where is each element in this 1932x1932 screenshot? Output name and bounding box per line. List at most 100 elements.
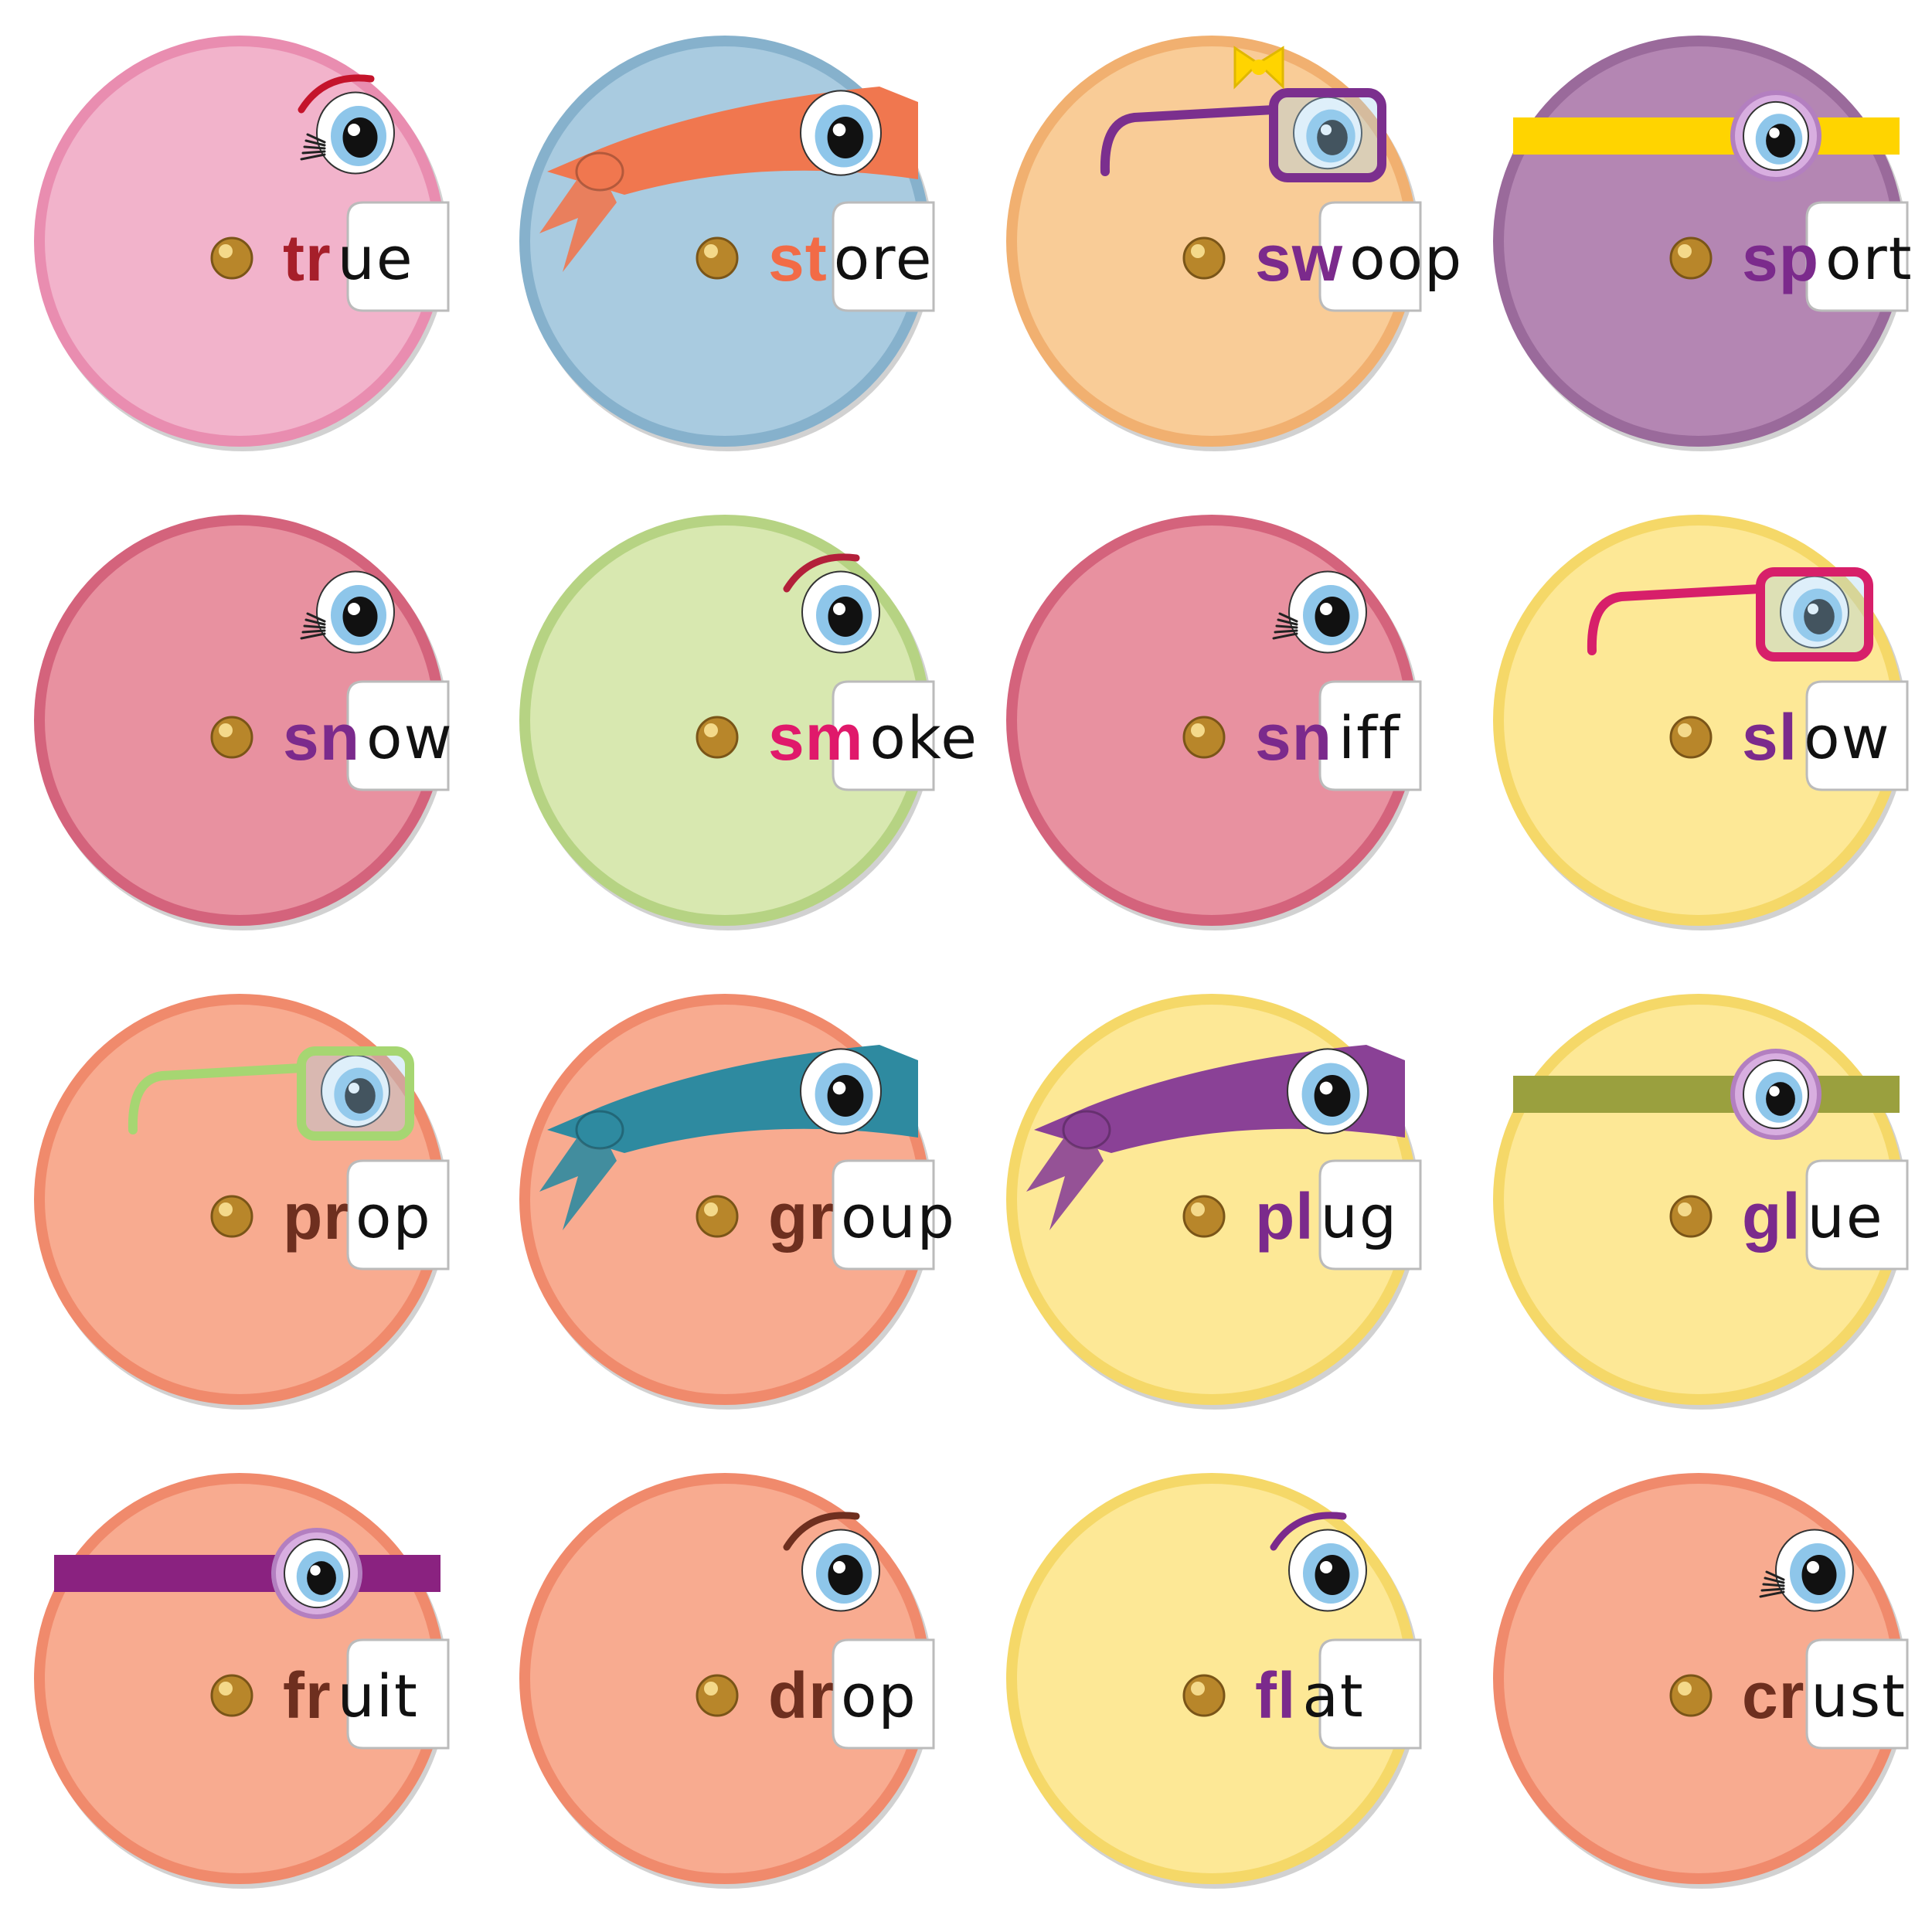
wheel-accessory: [298, 74, 395, 175]
blend-text: sl: [1742, 700, 1798, 774]
wheel-graphic: [519, 1473, 935, 1889]
eyelash: [303, 145, 326, 150]
blend-text: fl: [1255, 1658, 1297, 1732]
word-wheel-flat[interactable]: fl at: [1003, 1470, 1422, 1889]
wheel-graphic: [1493, 1473, 1909, 1889]
wheel-graphic: [1493, 994, 1909, 1410]
word-wheel-swoop[interactable]: sw oop: [1003, 32, 1461, 451]
wheel-graphic: [34, 515, 450, 930]
word-label: sp ort: [1742, 212, 1913, 304]
brad-pin-highlight: [1191, 723, 1205, 737]
wheel-graphic: [519, 36, 935, 451]
word-label: cr ust: [1742, 1649, 1906, 1742]
wheel-accessory: [1100, 46, 1386, 182]
bandana-knot: [575, 151, 624, 192]
word-wheel-snow[interactable]: sn ow: [31, 512, 452, 930]
eye-glint: [833, 603, 845, 615]
brad-pin-icon: [696, 1195, 739, 1238]
word-window: [832, 1159, 935, 1270]
word-wheel-plug[interactable]: pl ug: [1003, 991, 1422, 1410]
wheel-accessory: [783, 1512, 880, 1612]
word-label: sn iff: [1255, 691, 1401, 784]
word-wheel-true[interactable]: tr ue: [31, 32, 450, 451]
eyebrow: [783, 553, 860, 593]
glasses-frame: [297, 1046, 414, 1141]
brad-pin-icon: [210, 716, 253, 759]
wheel-graphic: [34, 1473, 450, 1889]
bow-icon: [1233, 46, 1284, 90]
pupil: [828, 1555, 863, 1595]
pupil: [1766, 1082, 1795, 1116]
wheel-graphic: [519, 515, 935, 930]
eyelash: [1764, 1577, 1785, 1584]
word-window: [1805, 1638, 1909, 1750]
blend-text: pl: [1255, 1179, 1315, 1253]
blend-text: sw: [1255, 221, 1344, 294]
word-window: [346, 1638, 450, 1750]
pupil: [1315, 597, 1350, 637]
word-window: [346, 1159, 450, 1270]
word-wheel-sport[interactable]: sp ort: [1490, 32, 1912, 451]
brad-pin-icon: [1182, 236, 1226, 280]
blend-text: gl: [1742, 1179, 1801, 1253]
pupil: [828, 597, 863, 637]
brad-pin-highlight: [1678, 723, 1692, 737]
brad-pin-highlight: [1191, 1202, 1205, 1216]
word-wheel-slow[interactable]: sl ow: [1490, 512, 1909, 930]
word-window: [346, 680, 450, 791]
word-wheel-glue[interactable]: gl ue: [1490, 991, 1909, 1410]
brad-pin-highlight: [1678, 1682, 1692, 1696]
pupil: [342, 117, 378, 158]
word-window: [832, 201, 935, 312]
word-label: st ore: [768, 212, 934, 304]
word-wheel-smoke[interactable]: sm oke: [516, 512, 977, 930]
pupil: [1766, 124, 1795, 158]
headband: [54, 1555, 440, 1592]
rime-text: ore: [833, 223, 934, 293]
headband: [1513, 117, 1900, 155]
word-wheel-crust[interactable]: cr ust: [1490, 1470, 1909, 1889]
word-wheel-store[interactable]: st ore: [516, 32, 935, 451]
brad-pin-highlight: [219, 723, 233, 737]
brad-pin-highlight: [1191, 244, 1205, 258]
glasses-arm: [1587, 584, 1765, 655]
glasses-arm: [1100, 105, 1278, 176]
brad-pin-icon: [696, 236, 739, 280]
word-label: sw oop: [1255, 212, 1463, 304]
rime-text: oup: [841, 1182, 956, 1251]
word-label: gr oup: [768, 1170, 956, 1263]
brad-pin-highlight: [1678, 1202, 1692, 1216]
eyelash: [303, 624, 326, 629]
word-wheel-sniff[interactable]: sn iff: [1003, 512, 1422, 930]
brad-pin-highlight: [219, 244, 233, 258]
eye-glint: [1807, 603, 1819, 615]
pupil: [307, 1561, 336, 1595]
brad-pin-highlight: [1191, 1682, 1205, 1696]
eye-glint: [832, 1081, 846, 1095]
blend-text: sm: [768, 700, 864, 774]
blend-text: sp: [1742, 221, 1820, 294]
brad-pin-highlight: [704, 1682, 718, 1696]
rime-text: ug: [1320, 1182, 1399, 1251]
eye-glint: [348, 1082, 360, 1094]
blend-text: pr: [283, 1179, 349, 1253]
word-wheel-group[interactable]: gr oup: [516, 991, 954, 1410]
rime-text: iff: [1338, 702, 1401, 772]
word-wheel-fruit[interactable]: fr uit: [31, 1470, 450, 1889]
rime-text: ort: [1825, 223, 1913, 293]
word-window: [832, 1638, 935, 1750]
rime-text: ue: [1807, 1182, 1884, 1251]
rime-text: at: [1302, 1661, 1365, 1730]
blend-text: sn: [1255, 700, 1333, 774]
brad-pin-highlight: [219, 1202, 233, 1216]
brad-pin-icon: [1669, 236, 1713, 280]
word-wheel-drop[interactable]: dr op: [516, 1470, 935, 1889]
eyelash: [1762, 1583, 1785, 1587]
word-wheel-prop[interactable]: pr op: [31, 991, 450, 1410]
word-label: tr ue: [283, 212, 414, 304]
word-label: dr op: [768, 1649, 917, 1742]
blend-text: cr: [1742, 1658, 1805, 1732]
wheel-accessory: [1587, 567, 1873, 662]
wheel-accessory: [300, 570, 395, 654]
rime-text: ow: [1804, 702, 1891, 772]
